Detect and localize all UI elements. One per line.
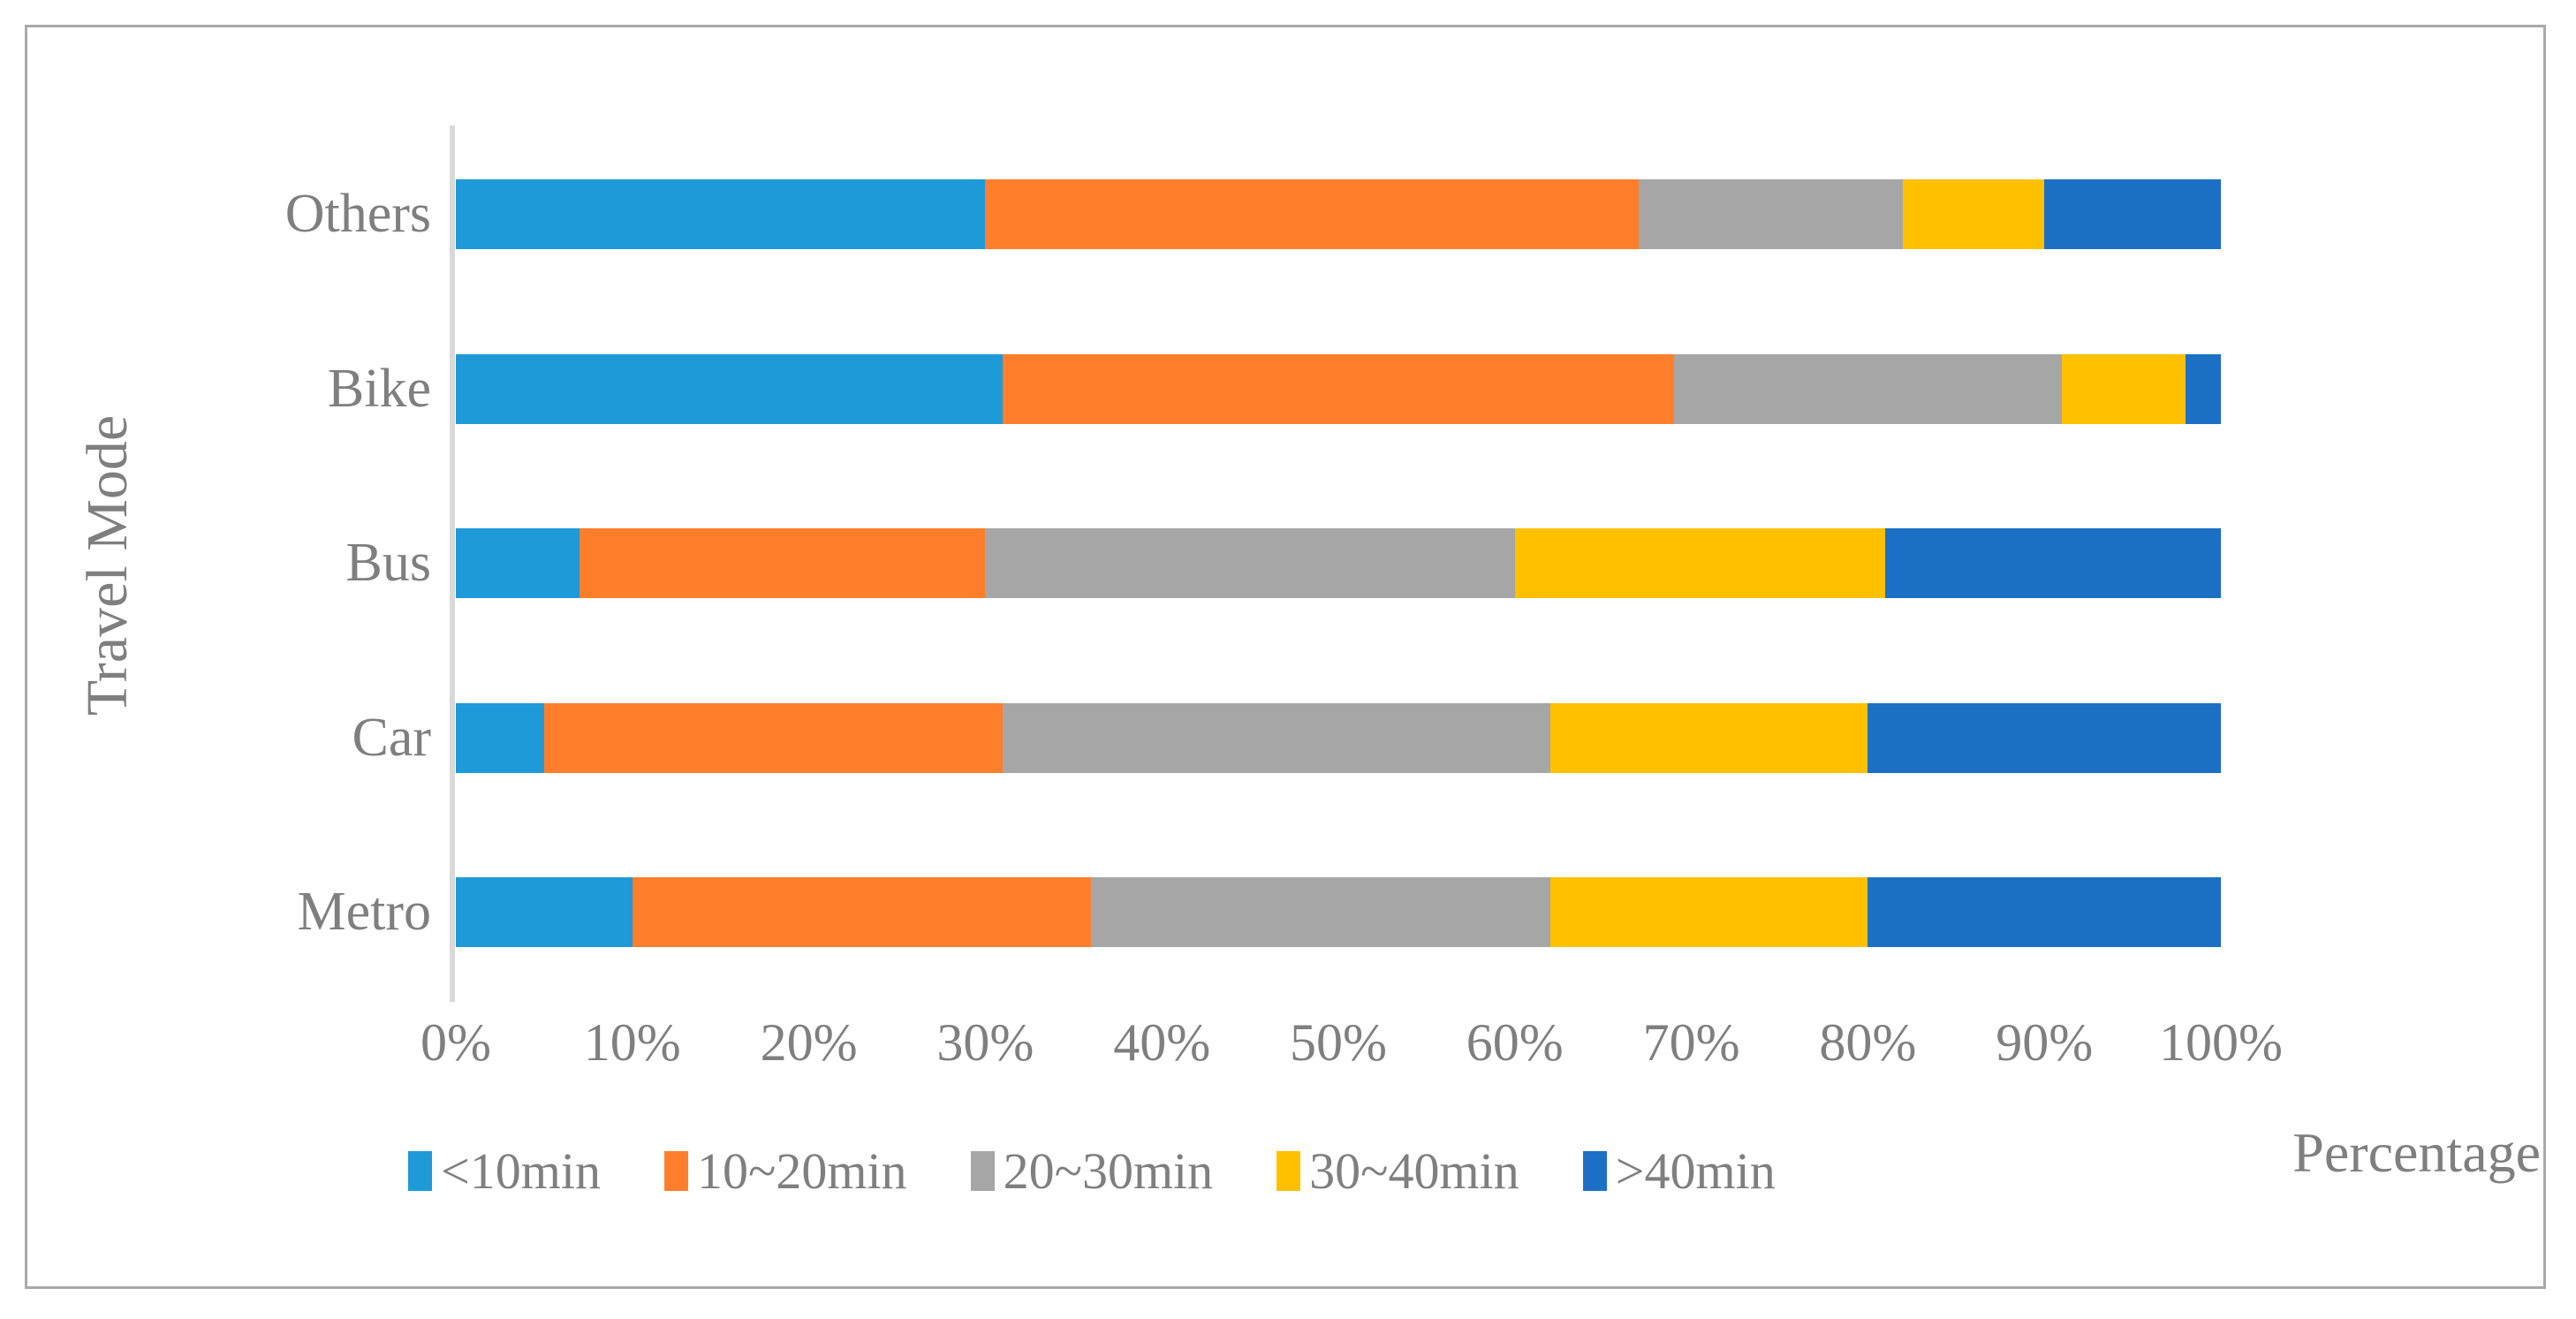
bar-segment-car-10min (456, 702, 544, 773)
y-axis-line (450, 125, 455, 1002)
category-label-bike: Bike (327, 358, 431, 419)
bar-segment-bike-20-30min (1673, 353, 2063, 424)
bar-segment-bus-10-20min (579, 528, 986, 598)
legend-label-10min: <10min (441, 1142, 601, 1200)
x-tick-label-30: 30% (936, 1013, 1034, 1072)
legend-swatch-30-40min-icon (1277, 1151, 1301, 1191)
bar-segment-bus-10min (456, 528, 580, 598)
legend-label-10-20min: 10~20min (696, 1142, 907, 1200)
bar-segment-others-10min (456, 179, 986, 249)
bar-segment-car-20-30min (1003, 702, 1550, 773)
category-label-others: Others (284, 184, 431, 244)
bar-segment-car-30-40min (1549, 702, 1868, 773)
category-label-car: Car (352, 707, 431, 768)
y-axis-title: Travel Mode (75, 414, 140, 716)
legend-item-10-20min: 10~20min (663, 1141, 907, 1201)
bar-segment-others-40min (2044, 179, 2221, 249)
bar-segment-others-10-20min (985, 179, 1639, 249)
x-tick-label-90: 90% (1996, 1013, 2094, 1072)
x-tick-label-10: 10% (583, 1013, 681, 1072)
bar-segment-bike-30-40min (2062, 353, 2186, 424)
x-tick-label-80: 80% (1819, 1013, 1917, 1072)
bar-segment-car-10-20min (543, 702, 1004, 773)
legend: <10min 10~20min 20~30min 30~40min >40min (408, 1141, 1776, 1201)
bar-segment-others-20-30min (1638, 179, 1904, 249)
legend-item-30-40min: 30~40min (1277, 1141, 1519, 1201)
bar-segment-bike-10min (456, 353, 1004, 424)
bar-segment-others-30-40min (1903, 179, 2045, 249)
legend-item-20-30min: 20~30min (970, 1141, 1214, 1201)
legend-item-40min: >40min (1582, 1141, 1776, 1201)
legend-item-10min: <10min (408, 1141, 601, 1201)
legend-label-40min: >40min (1615, 1142, 1776, 1200)
figure-border (25, 25, 2546, 1289)
x-tick-label-100: 100% (2159, 1013, 2283, 1072)
bar-segment-metro-10min (456, 877, 633, 947)
bar-segment-metro-20-30min (1091, 877, 1550, 947)
x-tick-label-60: 60% (1466, 1013, 1564, 1072)
category-label-metro: Metro (297, 882, 431, 942)
bar-segment-bike-10-20min (1003, 353, 1674, 424)
x-axis-title: Percentage (2292, 1121, 2541, 1184)
bar-segment-bus-20-30min (985, 528, 1515, 598)
x-tick-label-20: 20% (760, 1013, 858, 1072)
legend-swatch-40min-icon (1582, 1151, 1607, 1191)
legend-swatch-20-30min-icon (970, 1151, 995, 1191)
x-tick-label-50: 50% (1290, 1013, 1387, 1072)
x-tick-label-70: 70% (1642, 1013, 1740, 1072)
legend-label-30-40min: 30~40min (1309, 1142, 1519, 1200)
bar-segment-bus-30-40min (1514, 528, 1886, 598)
category-label-bus: Bus (345, 533, 431, 593)
x-tick-label-40: 40% (1113, 1013, 1211, 1072)
bar-segment-car-40min (1868, 702, 2221, 773)
bar-segment-metro-40min (1868, 877, 2221, 947)
bar-segment-bus-40min (1885, 528, 2221, 598)
bar-segment-bike-40min (2186, 353, 2221, 424)
legend-label-20-30min: 20~30min (1003, 1142, 1214, 1200)
bar-segment-metro-10-20min (632, 877, 1092, 947)
bar-segment-metro-30-40min (1549, 877, 1868, 947)
legend-swatch-10-20min-icon (663, 1151, 688, 1191)
x-tick-label-0: 0% (420, 1013, 491, 1072)
legend-swatch-10min-icon (408, 1151, 432, 1191)
